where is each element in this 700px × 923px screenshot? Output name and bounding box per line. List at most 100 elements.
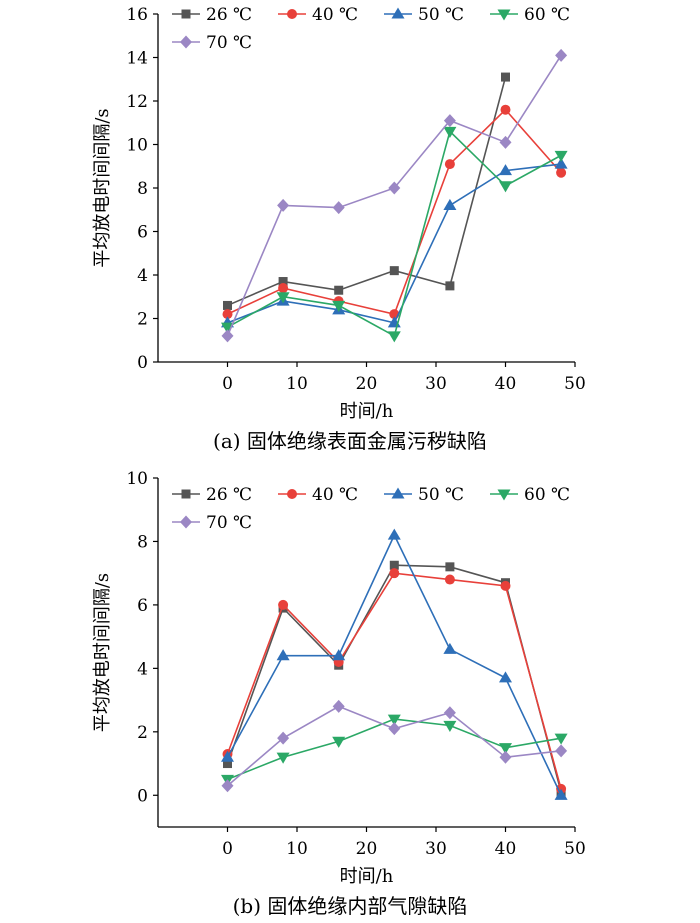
y-axis-label: 平均放电时间间隔/s — [92, 573, 113, 732]
data-point — [554, 733, 568, 745]
legend-label: 60 ℃ — [524, 5, 570, 25]
y-tick-label: 12 — [126, 92, 148, 112]
data-point — [276, 649, 290, 661]
data-point — [332, 201, 345, 215]
data-point — [389, 266, 399, 276]
x-tick-label: 10 — [286, 374, 308, 394]
y-tick-label: 0 — [137, 786, 148, 806]
legend-label: 40 ℃ — [312, 5, 358, 25]
y-tick-label: 10 — [126, 469, 148, 489]
data-point — [223, 759, 232, 769]
y-axis-label: 平均放电时间间隔/s — [92, 108, 113, 267]
data-point — [221, 750, 234, 762]
legend-item: 70 ℃ — [172, 33, 252, 53]
data-point — [332, 649, 346, 661]
data-point — [332, 736, 346, 748]
legend-marker — [391, 487, 405, 499]
data-point — [221, 329, 234, 343]
data-point — [278, 283, 289, 294]
data-point — [387, 528, 401, 540]
x-tick-label: 0 — [222, 839, 233, 859]
x-tick-label: 30 — [425, 374, 447, 394]
legend-label: 50 ℃ — [418, 485, 464, 505]
data-point — [332, 699, 345, 713]
x-tick-label: 40 — [495, 374, 517, 394]
data-point — [555, 744, 568, 758]
series-4 — [221, 699, 568, 793]
data-point — [221, 322, 234, 334]
chart-caption: (a) 固体绝缘表面金属污秽缺陷 — [213, 429, 487, 453]
data-point — [445, 562, 455, 572]
x-tick-label: 50 — [564, 374, 586, 394]
legend-label: 60 ℃ — [524, 485, 570, 505]
chart-caption: (b) 固体绝缘内部气隙缺陷 — [233, 894, 468, 918]
series-2 — [221, 528, 568, 800]
series-3 — [221, 714, 568, 786]
chart-b: 0 10 20 30 40 50 0 2 4 6 8 10 时间/h 平均放电时间间隔/s (b) 固体绝缘… — [92, 469, 586, 918]
data-point — [221, 779, 234, 793]
x-tick-label: 40 — [495, 839, 517, 859]
legend-marker — [497, 489, 511, 501]
data-point — [556, 167, 567, 178]
data-point — [500, 580, 511, 591]
legend-marker — [497, 9, 511, 21]
data-point — [445, 281, 455, 291]
data-point — [499, 181, 512, 193]
data-point — [223, 300, 232, 310]
legend-item: 26 ℃ — [172, 5, 252, 25]
x-axis-label: 时间/h — [340, 401, 394, 422]
series-line — [226, 564, 562, 793]
legend-marker — [287, 9, 297, 19]
data-point — [555, 48, 568, 62]
legend-marker — [287, 489, 297, 499]
legend-label: 70 ℃ — [206, 513, 252, 533]
data-point — [276, 292, 290, 304]
legend-item: 60 ℃ — [490, 5, 570, 25]
data-point — [278, 277, 288, 287]
legend-marker — [181, 9, 191, 19]
legend-label: 26 ℃ — [206, 485, 252, 505]
x-axis-label: 时间/h — [340, 866, 394, 887]
y-tick-label: 6 — [137, 596, 148, 616]
y-tick-label: 10 — [126, 136, 148, 156]
data-point — [443, 198, 457, 210]
legend-label: 26 ℃ — [206, 5, 252, 25]
data-point — [501, 72, 510, 82]
data-point — [276, 752, 290, 764]
x-tick-label: 50 — [564, 839, 586, 859]
data-point — [444, 574, 455, 585]
legend-marker — [391, 7, 405, 19]
data-point — [554, 788, 568, 800]
data-point — [443, 706, 456, 720]
legend-item: 40 ℃ — [278, 485, 358, 505]
y-tick-label: 4 — [137, 266, 148, 286]
data-point — [332, 300, 346, 312]
legend-item: 40 ℃ — [278, 5, 358, 25]
x-tick-label: 30 — [425, 839, 447, 859]
data-point — [277, 198, 290, 212]
y-tick-label: 0 — [137, 353, 148, 373]
data-point — [499, 743, 512, 755]
legend-marker — [180, 35, 192, 49]
data-point — [500, 104, 511, 115]
x-tick-label: 20 — [356, 839, 378, 859]
x-tick-label: 0 — [222, 374, 233, 394]
y-tick-label: 8 — [137, 179, 148, 199]
data-point — [443, 114, 456, 128]
data-point — [554, 157, 568, 169]
data-point — [443, 126, 457, 138]
y-tick-label: 14 — [126, 49, 148, 69]
data-point — [389, 560, 399, 570]
legend-item: 70 ℃ — [172, 513, 252, 533]
data-point — [387, 331, 401, 343]
data-point — [554, 150, 568, 162]
legend-marker — [180, 515, 192, 529]
data-point — [334, 285, 344, 295]
y-tick-label: 4 — [137, 659, 148, 679]
data-point — [388, 181, 401, 195]
legend-label: 70 ℃ — [206, 33, 252, 53]
series-3 — [221, 126, 568, 343]
data-point — [443, 720, 457, 732]
